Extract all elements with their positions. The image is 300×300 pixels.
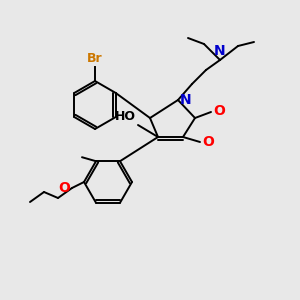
- Text: HO: HO: [115, 110, 136, 123]
- Text: O: O: [213, 104, 225, 118]
- Text: Br: Br: [87, 52, 103, 65]
- Text: O: O: [202, 135, 214, 149]
- Text: N: N: [214, 44, 226, 58]
- Text: N: N: [180, 93, 192, 107]
- Text: O: O: [58, 181, 70, 195]
